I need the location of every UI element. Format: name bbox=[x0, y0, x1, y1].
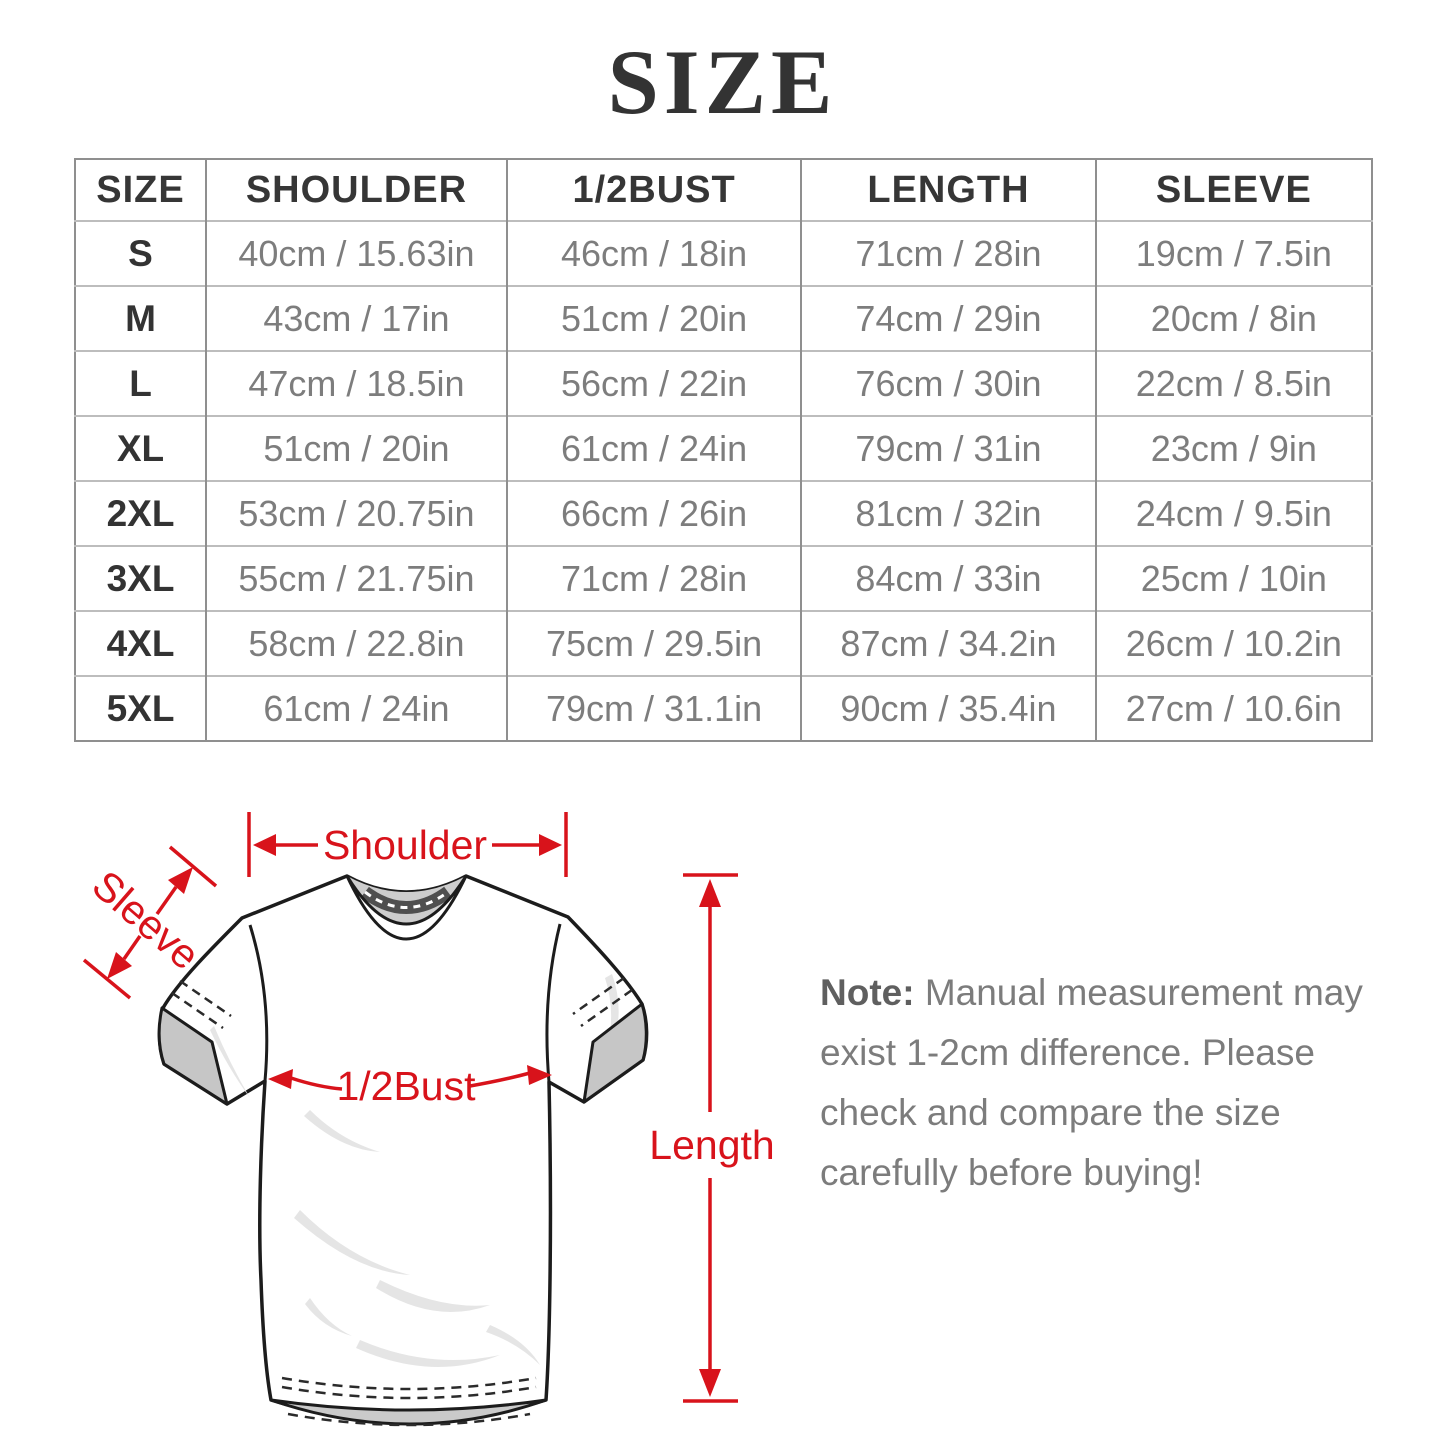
size-cell: L bbox=[75, 350, 206, 416]
table-row-5xl: 5XL 61cm / 24in 79cm / 31.1in 90cm / 35.4in… bbox=[75, 675, 1372, 741]
right-cuff bbox=[582, 1002, 648, 1104]
table-cell: 56cm / 22in bbox=[505, 350, 802, 416]
collar-tape-stitch bbox=[364, 890, 449, 909]
table-cell: 46cm / 18in bbox=[505, 220, 802, 286]
tshirt-body bbox=[157, 874, 649, 1421]
table-cell: 53cm / 20.75in bbox=[204, 480, 507, 546]
table-cell: 47cm / 18.5in bbox=[204, 350, 507, 416]
size-table: SIZE SHOULDER 1/2BUST LENGTH SLEEVE S 40cm / … bbox=[74, 158, 1373, 742]
shoulder-right-arrowhead bbox=[539, 834, 562, 856]
note-line: carefully before buying! bbox=[820, 1152, 1203, 1193]
shoulder-left-arrowhead bbox=[253, 834, 276, 856]
table-cell: 58cm / 22.8in bbox=[204, 610, 507, 676]
size-cell: 4XL bbox=[75, 610, 206, 676]
table-cell: 22cm / 8.5in bbox=[1094, 350, 1372, 416]
table-cell: 27cm / 10.6in bbox=[1094, 675, 1372, 741]
table-row-2xl: 2XL 53cm / 20.75in 66cm / 26in 81cm / 32in 2… bbox=[75, 480, 1372, 546]
bust-label: 1/2Bust bbox=[336, 1063, 476, 1109]
column-header-shoulder: SHOULDER bbox=[204, 159, 507, 221]
length-label: Length bbox=[649, 1122, 774, 1168]
table-cell: 84cm / 33in bbox=[800, 545, 1096, 611]
shoulder-label: Shoulder bbox=[323, 822, 487, 868]
sleeve-bottom-arrowhead bbox=[107, 952, 132, 979]
shoulder-dimension bbox=[247, 812, 568, 877]
table-cell: 19cm / 7.5in bbox=[1094, 220, 1372, 286]
right-cuff-stitches bbox=[572, 976, 633, 1028]
page-title: SIZE bbox=[607, 31, 838, 133]
table-cell: 75cm / 29.5in bbox=[505, 610, 802, 676]
tshirt-illustration bbox=[157, 874, 649, 1427]
column-header-length: LENGTH bbox=[800, 159, 1096, 221]
table-cell: 87cm / 34.2in bbox=[800, 610, 1096, 676]
table-cell: 51cm / 20in bbox=[505, 285, 802, 351]
table-cell: 23cm / 9in bbox=[1094, 415, 1372, 481]
table-cell: 66cm / 26in bbox=[505, 480, 802, 546]
collar-rib-band bbox=[345, 875, 468, 941]
fabric-wrinkles bbox=[210, 974, 619, 1367]
table-row-3xl: 3XL 55cm / 21.75in 71cm / 28in 84cm / 33in 2… bbox=[75, 545, 1372, 611]
left-armpit-seam bbox=[248, 924, 269, 1082]
hem-roll bbox=[270, 1398, 547, 1426]
left-cuff bbox=[157, 1006, 229, 1106]
table-cell: 51cm / 20in bbox=[204, 415, 507, 481]
table-cell: 74cm / 29in bbox=[800, 285, 1096, 351]
table-cell: 79cm / 31in bbox=[800, 415, 1096, 481]
size-table-header: SIZE SHOULDER 1/2BUST LENGTH SLEEVE bbox=[75, 159, 1372, 221]
table-cell: 79cm / 31.1in bbox=[505, 675, 802, 741]
table-cell: 71cm / 28in bbox=[800, 220, 1096, 286]
table-cell: 55cm / 21.75in bbox=[204, 545, 507, 611]
table-cell: 71cm / 28in bbox=[505, 545, 802, 611]
size-cell: 3XL bbox=[75, 545, 206, 611]
size-table-body: S 40cm / 15.63in 46cm / 18in 71cm / 28in 19c… bbox=[75, 220, 1372, 741]
note-line: Note: Manual measurement may bbox=[820, 963, 1380, 1023]
table-row-s: S 40cm / 15.63in 46cm / 18in 71cm / 28in 19c… bbox=[75, 220, 1372, 286]
note-line: check and compare the size bbox=[820, 1092, 1281, 1133]
table-row-4xl: 4XL 58cm / 22.8in 75cm / 29.5in 87cm / 34.2… bbox=[75, 610, 1372, 676]
note-line: exist 1-2cm difference. Please bbox=[820, 1032, 1315, 1073]
table-row-m: M 43cm / 17in 51cm / 20in 74cm / 29in 20cm /… bbox=[75, 285, 1372, 351]
table-row-l: L 47cm / 18.5in 56cm / 22in 76cm / 30in 22cm… bbox=[75, 350, 1372, 416]
left-cuff-stitches bbox=[171, 979, 232, 1030]
table-cell: 61cm / 24in bbox=[505, 415, 802, 481]
table-cell: 25cm / 10in bbox=[1094, 545, 1372, 611]
size-cell: S bbox=[75, 220, 206, 286]
size-cell: 5XL bbox=[75, 675, 206, 741]
table-cell: 61cm / 24in bbox=[204, 675, 507, 741]
hem-stitches bbox=[281, 1376, 537, 1427]
size-cell: XL bbox=[75, 415, 206, 481]
table-cell: 24cm / 9.5in bbox=[1094, 480, 1372, 546]
sleeve-top-cap bbox=[168, 845, 218, 888]
column-header-size: SIZE bbox=[96, 168, 185, 211]
sleeve-dimension bbox=[82, 845, 218, 1000]
table-row-xl: XL 51cm / 20in 61cm / 24in 79cm / 31in 23cm … bbox=[75, 415, 1372, 481]
length-bottom-arrowhead bbox=[699, 1369, 721, 1397]
bust-dimension bbox=[268, 1065, 552, 1091]
sleeve-top-arrowhead bbox=[168, 867, 193, 894]
table-cell: 40cm / 15.63in bbox=[204, 220, 507, 286]
table-cell: 26cm / 10.2in bbox=[1094, 610, 1372, 676]
note-text: Manual measurement may bbox=[924, 972, 1363, 1013]
bust-right-arrowhead bbox=[527, 1065, 552, 1085]
measurement-annotations bbox=[82, 812, 738, 1403]
sleeve-label: Sleeve bbox=[84, 862, 209, 979]
size-cell: M bbox=[75, 285, 206, 351]
size-cell: 2XL bbox=[75, 480, 206, 546]
length-top-arrowhead bbox=[699, 879, 721, 907]
table-cell: 90cm / 35.4in bbox=[800, 675, 1096, 741]
length-dimension bbox=[683, 873, 738, 1403]
tshirt-measurement-diagram: Shoulder Sleeve 1/2Bust Length bbox=[82, 812, 775, 1427]
column-header-1-2bust: 1/2BUST bbox=[505, 159, 802, 221]
note-label: Note: bbox=[820, 972, 915, 1013]
table-cell: 43cm / 17in bbox=[204, 285, 507, 351]
table-cell: 81cm / 32in bbox=[800, 480, 1096, 546]
table-cell: 76cm / 30in bbox=[800, 350, 1096, 416]
note-block: Note: Manual measurement may exist 1-2cm… bbox=[820, 963, 1380, 1203]
right-armpit-seam bbox=[545, 923, 562, 1083]
bust-left-arrowhead bbox=[268, 1069, 293, 1089]
column-header-sleeve: SLEEVE bbox=[1094, 159, 1372, 221]
collar bbox=[345, 875, 468, 941]
table-cell: 20cm / 8in bbox=[1094, 285, 1372, 351]
